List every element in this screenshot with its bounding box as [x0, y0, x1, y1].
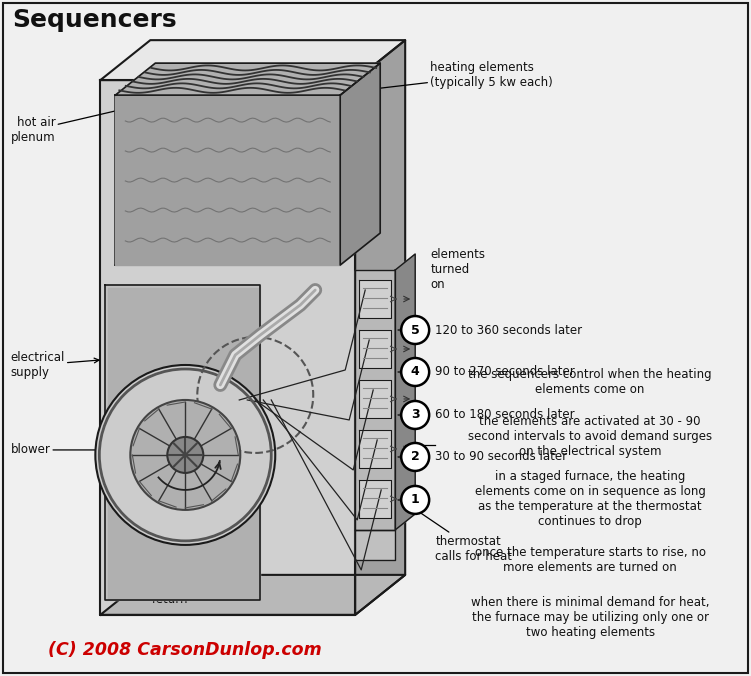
Text: when there is minimal demand for heat,
the furnace may be utilizing only one or
: when there is minimal demand for heat, t… — [471, 596, 710, 639]
Text: 90 to 270 seconds later: 90 to 270 seconds later — [435, 366, 575, 379]
Polygon shape — [116, 63, 380, 95]
Text: thermostat
calls for heat: thermostat calls for heat — [413, 508, 512, 563]
Polygon shape — [359, 380, 391, 418]
Text: 3: 3 — [411, 408, 420, 421]
Text: electrical
supply: electrical supply — [11, 351, 99, 379]
Text: the elements are activated at 30 - 90
second intervals to avoid demand surges
on: the elements are activated at 30 - 90 se… — [468, 415, 712, 458]
Circle shape — [131, 400, 240, 510]
Text: in a staged furnace, the heating
elements come on in sequence as long
as the tem: in a staged furnace, the heating element… — [475, 470, 705, 528]
Text: once the temperature starts to rise, no
more elements are turned on: once the temperature starts to rise, no … — [475, 546, 706, 574]
Polygon shape — [101, 575, 406, 615]
Polygon shape — [359, 330, 391, 368]
Text: 2: 2 — [411, 450, 420, 464]
Circle shape — [401, 486, 429, 514]
Text: 4: 4 — [411, 366, 420, 379]
Polygon shape — [359, 280, 391, 318]
Polygon shape — [355, 530, 395, 560]
Text: 60 to 180 seconds later: 60 to 180 seconds later — [435, 408, 575, 421]
Text: heating elements
(typically 5 kw each): heating elements (typically 5 kw each) — [295, 61, 553, 98]
Text: cold air
return: cold air return — [149, 578, 192, 606]
Polygon shape — [101, 80, 355, 615]
Text: 1: 1 — [411, 493, 420, 506]
Text: 120 to 360 seconds later: 120 to 360 seconds later — [435, 324, 582, 337]
Polygon shape — [359, 480, 391, 518]
Polygon shape — [395, 254, 415, 530]
Text: 5: 5 — [411, 324, 420, 337]
Circle shape — [401, 316, 429, 344]
Text: (C) 2008 CarsonDunlop.com: (C) 2008 CarsonDunlop.com — [48, 641, 322, 659]
Circle shape — [401, 443, 429, 471]
Circle shape — [167, 437, 204, 473]
Circle shape — [401, 401, 429, 429]
Polygon shape — [340, 63, 380, 265]
Polygon shape — [101, 40, 406, 80]
Text: hot air
plenum: hot air plenum — [11, 105, 140, 144]
Text: Sequencers: Sequencers — [12, 8, 177, 32]
Circle shape — [401, 358, 429, 386]
Text: the sequencers control when the heating
elements come on: the sequencers control when the heating … — [469, 368, 712, 396]
Text: elements
turned
on: elements turned on — [430, 248, 485, 291]
Polygon shape — [105, 285, 261, 600]
Polygon shape — [116, 95, 340, 265]
Text: 25 kw
electric
furnace: 25 kw electric furnace — [176, 324, 224, 366]
Polygon shape — [355, 40, 406, 615]
Text: 30 to 90 seconds later: 30 to 90 seconds later — [435, 450, 567, 464]
Text: blower: blower — [11, 443, 107, 456]
Polygon shape — [108, 288, 258, 598]
Polygon shape — [359, 430, 391, 468]
Polygon shape — [355, 270, 395, 530]
Circle shape — [95, 365, 276, 545]
